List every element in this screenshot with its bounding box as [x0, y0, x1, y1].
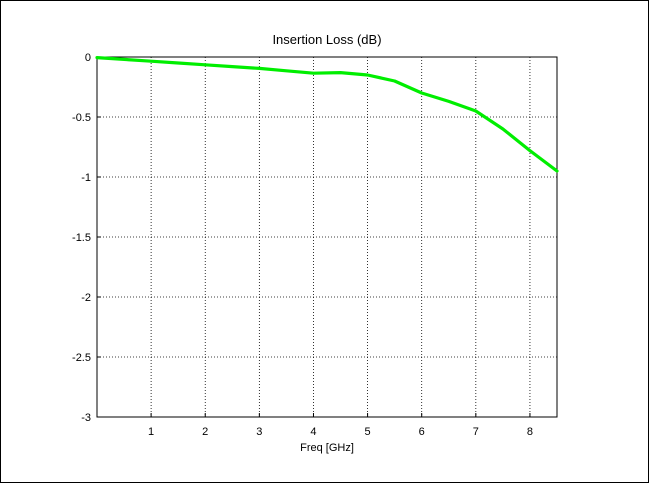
y-tick-label: -1 — [81, 172, 91, 184]
x-tick-label: 2 — [202, 426, 208, 438]
tick-layer: 1 2 3 4 5 6 7 8 0 -0.5 -1 -1.5 -2 -2.5 -3 — [72, 52, 533, 438]
y-tick-label: -3 — [81, 412, 91, 424]
y-tick-label: -0.5 — [72, 112, 91, 124]
series-layer — [95, 55, 559, 173]
y-tick-label: -1.5 — [72, 232, 91, 244]
x-tick-label: 3 — [256, 426, 262, 438]
x-tick-label: 8 — [527, 426, 533, 438]
x-tick-label: 7 — [473, 426, 479, 438]
x-axis-label: Freq [GHz] — [300, 442, 354, 454]
x-tick-label: 1 — [148, 426, 154, 438]
x-tick-label: 6 — [419, 426, 425, 438]
y-tick-label: -2 — [81, 292, 91, 304]
y-tick-label: 0 — [85, 52, 91, 64]
x-tick-label: 4 — [310, 426, 316, 438]
grid-layer — [97, 57, 557, 417]
series-line — [95, 55, 559, 173]
y-tick-label: -2.5 — [72, 352, 91, 364]
chart-title: Insertion Loss (dB) — [272, 32, 381, 47]
x-tick-label: 5 — [365, 426, 371, 438]
